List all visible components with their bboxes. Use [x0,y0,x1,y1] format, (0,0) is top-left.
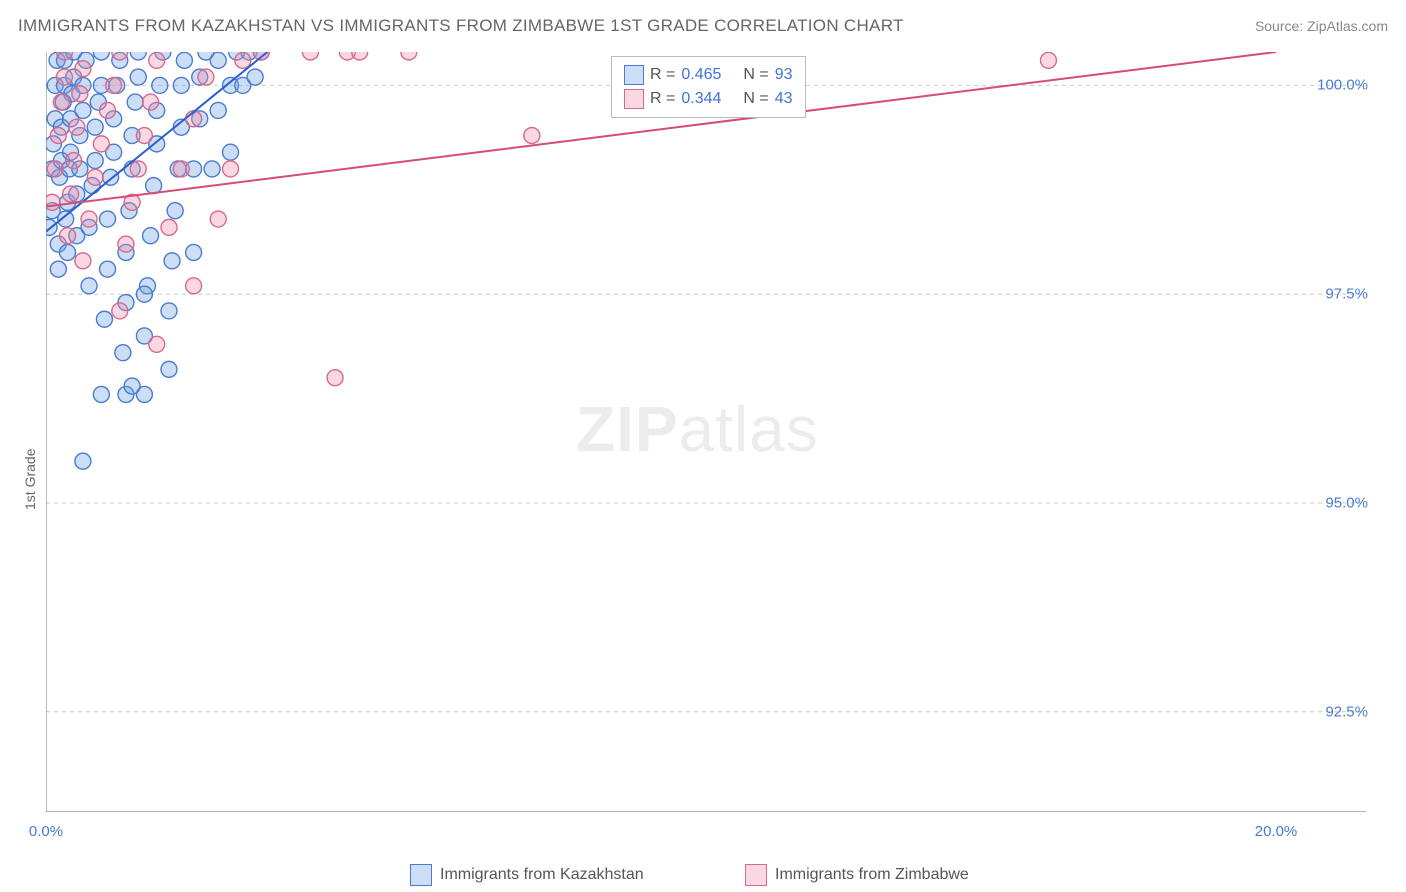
stats-n-label: N = [743,87,768,111]
stats-n-value-kazakhstan: 93 [775,63,793,87]
x-tick-label: 20.0% [1255,823,1298,840]
stats-legend-box: R = 0.465 N = 93 R = 0.344 N = 43 [611,56,806,118]
stats-row-zimbabwe: R = 0.344 N = 43 [624,87,793,111]
y-axis-label: 1st Grade [22,449,38,510]
legend-label-kazakhstan: Immigrants from Kazakhstan [440,866,644,884]
source-label: Source: ZipAtlas.com [1255,18,1388,34]
legend-swatch-kazakhstan [410,864,432,886]
stats-row-kazakhstan: R = 0.465 N = 93 [624,63,793,87]
stats-n-label: N = [743,63,768,87]
stats-r-label: R = [650,87,675,111]
scatter-chart [46,52,1366,812]
swatch-kazakhstan [624,65,644,85]
stats-r-value-kazakhstan: 0.465 [681,63,721,87]
legend-kazakhstan: Immigrants from Kazakhstan [410,864,644,886]
swatch-zimbabwe [624,89,644,109]
legend-label-zimbabwe: Immigrants from Zimbabwe [775,866,969,884]
x-tick-label: 0.0% [29,823,63,840]
legend-swatch-zimbabwe [745,864,767,886]
stats-n-value-zimbabwe: 43 [775,87,793,111]
stats-r-label: R = [650,63,675,87]
legend-zimbabwe: Immigrants from Zimbabwe [745,864,969,886]
plot-area: ZIPatlas R = 0.465 N = 93 R = 0.344 N = … [46,52,1366,812]
stats-r-value-zimbabwe: 0.344 [681,87,721,111]
chart-title: IMMIGRANTS FROM KAZAKHSTAN VS IMMIGRANTS… [18,16,904,36]
